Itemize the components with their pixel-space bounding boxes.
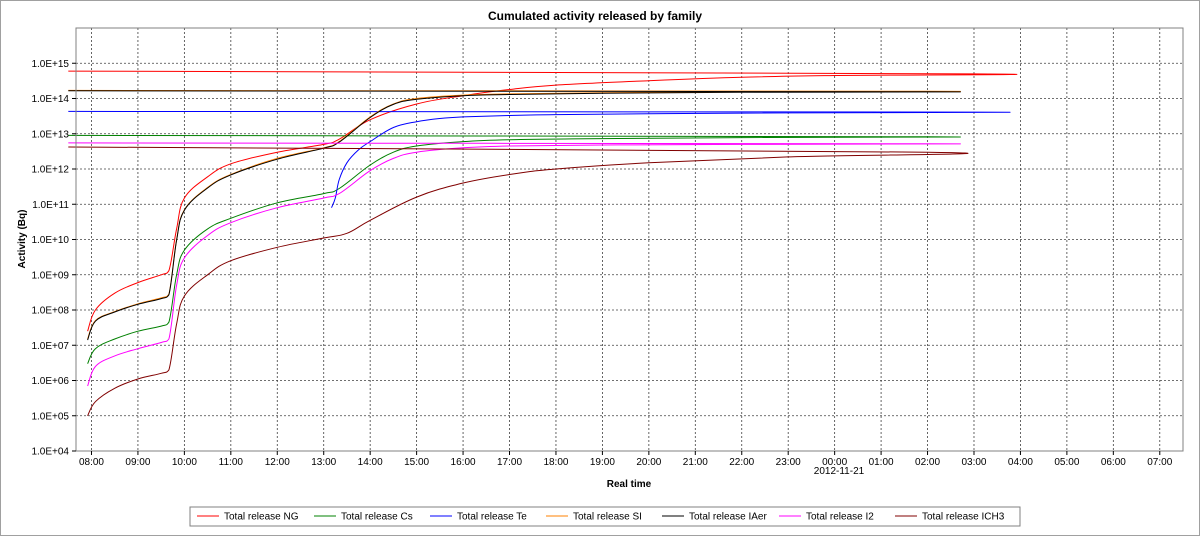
- x-tick-label: 06:00: [1101, 457, 1126, 468]
- y-tick-label: 1.0E+15: [31, 59, 69, 70]
- series-layer: [68, 70, 1018, 417]
- y-axis-title: Activity (Bq): [17, 210, 28, 269]
- x-tick-label: 03:00: [961, 457, 986, 468]
- y-tick-label: 1.0E+13: [31, 129, 69, 140]
- x-tick-label: 04:00: [1008, 457, 1033, 468]
- y-tick-label: 1.0E+06: [31, 376, 69, 387]
- legend-label-cs: Total release Cs: [341, 512, 413, 523]
- x-tick-label: 19:00: [590, 457, 615, 468]
- series-line-iaer: [68, 90, 961, 341]
- y-axis: 1.0E+04 1.0E+05 1.0E+06 1.0E+07 1.0E+08 1.0E+…: [31, 59, 76, 458]
- x-tick-label: 10:00: [172, 457, 197, 468]
- legend-label-si: Total release SI: [573, 512, 642, 523]
- legend-label-ng: Total release NG: [224, 512, 299, 523]
- y-tick-label: 1.0E+14: [31, 94, 69, 105]
- chart-title: Cumulated activity released by family: [488, 9, 702, 23]
- x-tick-label: 18:00: [543, 457, 568, 468]
- legend-label-iaer: Total release IAer: [689, 512, 767, 523]
- series-line-ich3: [68, 146, 969, 417]
- y-tick-label: 1.0E+04: [31, 447, 69, 458]
- x-tick-label: 00:00: [822, 457, 847, 468]
- y-tick-label: 1.0E+10: [31, 235, 69, 246]
- y-tick-label: 1.0E+07: [31, 341, 69, 352]
- legend: Total release NG Total release Cs Total re…: [197, 512, 1005, 523]
- x-tick-label: 16:00: [451, 457, 476, 468]
- x-tick-label: 22:00: [729, 457, 754, 468]
- x-tick-label: 08:00: [79, 457, 104, 468]
- series-line-te: [68, 110, 1011, 208]
- x-tick-label: 17:00: [497, 457, 522, 468]
- x-tick-label: 05:00: [1054, 457, 1079, 468]
- x-tick-label: 09:00: [125, 457, 150, 468]
- series-line-ng: [68, 70, 1018, 332]
- y-tick-label: 1.0E+11: [32, 200, 69, 211]
- y-tick-label: 1.0E+09: [31, 270, 69, 281]
- legend-label-ich3: Total release ICH3: [922, 512, 1005, 523]
- legend-box: [189, 506, 1021, 527]
- x-tick-label: 01:00: [869, 457, 894, 468]
- series-line-cs: [68, 134, 961, 364]
- x-date-label: 2012-11-21: [814, 466, 865, 477]
- series-line-i2: [68, 142, 961, 387]
- x-tick-label: 20:00: [636, 457, 661, 468]
- x-tick-label: 23:00: [776, 457, 801, 468]
- x-tick-label: 15:00: [404, 457, 429, 468]
- y-tick-label: 1.0E+12: [31, 165, 69, 176]
- x-axis: 08:00 09:00 10:00 11:00 12:00 13:00 14:00 15:00…: [79, 451, 1173, 468]
- legend-label-te: Total release Te: [457, 512, 527, 523]
- legend-label-i2: Total release I2: [806, 512, 874, 523]
- x-tick-label: 02:00: [915, 457, 940, 468]
- x-tick-label: 11:00: [219, 457, 244, 468]
- y-tick-label: 1.0E+05: [31, 411, 69, 422]
- x-tick-label: 07:00: [1147, 457, 1172, 468]
- x-axis-title: Real time: [607, 479, 652, 490]
- x-tick-label: 21:00: [683, 457, 708, 468]
- y-tick-label: 1.0E+08: [31, 306, 69, 317]
- grid: [76, 28, 1183, 451]
- x-tick-label: 14:00: [358, 457, 383, 468]
- x-tick-label: 13:00: [311, 457, 336, 468]
- x-tick-label: 12:00: [265, 457, 290, 468]
